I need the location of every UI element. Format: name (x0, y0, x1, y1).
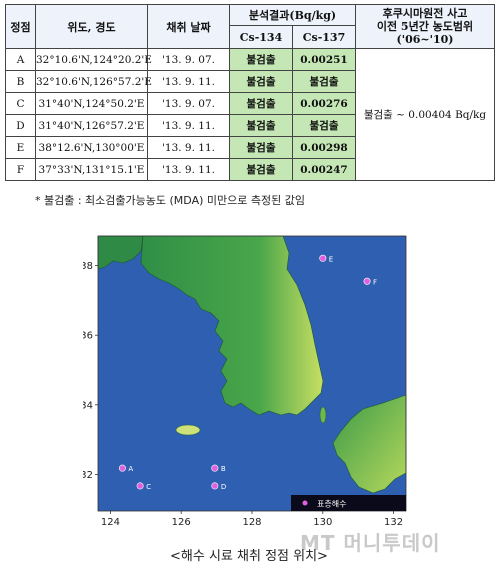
header-station: 정점 (5, 4, 36, 49)
cs134-cell: 불검출 (229, 158, 293, 181)
y-tick-label: 32 (83, 470, 93, 481)
station-cell: E (5, 136, 36, 159)
cs134-cell: 불검출 (229, 70, 293, 93)
station-marker-d (211, 482, 219, 490)
station-map: 표층해수 38 36 34 32 124 126 128 130 132 A B C D E F (83, 233, 411, 533)
header-range-line3: ('06~'10) (396, 33, 454, 46)
latlon-cell: 37°33'N,131°15.1'E (35, 158, 148, 181)
station-cell: B (5, 70, 36, 93)
station-label-c: C (146, 483, 151, 491)
station-label-a: A (128, 465, 133, 473)
station-label-b: B (221, 465, 226, 473)
date-cell: '13. 9. 07. (147, 48, 230, 71)
cs134-cell: 불검출 (229, 48, 293, 71)
date-cell: '13. 9. 11. (147, 158, 230, 181)
x-tick-label: 128 (242, 517, 261, 528)
cs137-cell: 0.00247 (292, 158, 356, 181)
station-label-e: E (329, 255, 333, 263)
japan-landmass (332, 394, 407, 494)
x-tick-label: 126 (172, 517, 191, 528)
station-marker-c (136, 482, 144, 490)
cs134-cell: 불검출 (229, 136, 293, 159)
station-marker-b (211, 464, 219, 472)
header-range: 후쿠시마원전 사고 이전 5년간 농도범위 ('06~'10) (355, 4, 495, 49)
watermark: MT 머니투데이 (300, 531, 441, 555)
station-marker-e (319, 254, 327, 262)
cs137-cell: 불검출 (292, 70, 356, 93)
legend-label: 표층해수 (317, 499, 346, 509)
date-cell: '13. 9. 11. (147, 70, 230, 93)
jeju-island (175, 424, 201, 436)
cs137-cell: 0.00276 (292, 92, 356, 115)
cs137-cell: 불검출 (292, 114, 356, 137)
x-tick-label: 130 (313, 517, 332, 528)
cs137-cell: 0.00298 (292, 136, 356, 159)
station-marker-a (118, 464, 126, 472)
china-coast (97, 235, 144, 270)
date-cell: '13. 9. 07. (147, 92, 230, 115)
y-tick-label: 34 (83, 400, 93, 411)
header-cs137: Cs-137 (292, 25, 356, 49)
y-axis: 38 36 34 32 (83, 261, 98, 481)
legend-marker-icon (302, 500, 308, 506)
map-caption: <해수 시료 채취 정점 위치> (170, 549, 328, 564)
table-row: F 37°33'N,131°15.1'E '13. 9. 11. 불검출 0.0… (5, 158, 495, 181)
korea-landmass (140, 235, 324, 416)
y-tick-label: 38 (83, 261, 93, 272)
map-svg: 표층해수 38 36 34 32 124 126 128 130 132 A B C D E F (83, 235, 407, 528)
header-range-line2: 이전 5년간 농도범위 (376, 20, 474, 33)
station-cell: C (5, 92, 36, 115)
station-markers: A B C D E F (118, 254, 377, 491)
cs137-cell: 0.00251 (292, 48, 356, 71)
footnote: * 불검출 : 최소검출가능농도 (MDA) 미만으로 측정된 값임 (35, 194, 305, 207)
latlon-cell: 38°12.6'N,130°00'E (35, 136, 148, 159)
latlon-cell: 32°10.6'N,126°57.2'E (35, 70, 152, 93)
table-row: A 32°10.6'N,124°20.2'E '13. 9. 07. 불검출 0… (5, 48, 495, 181)
header-range-line1: 후쿠시마원전 사고 (382, 7, 468, 20)
date-cell: '13. 9. 11. (147, 114, 230, 137)
date-cell: '13. 9. 11. (147, 136, 230, 159)
header-date: 채취 날짜 (147, 4, 230, 49)
latlon-cell: 31°40'N,124°50.2'E (35, 92, 148, 115)
x-tick-label: 132 (384, 517, 403, 528)
cs134-cell: 불검출 (229, 92, 293, 115)
y-tick-label: 36 (83, 331, 93, 342)
station-label-f: F (373, 278, 377, 286)
latlon-cell: 31°40'N,126°57.2'E (35, 114, 148, 137)
tsushima-island (319, 406, 327, 424)
table-row: E 38°12.6'N,130°00'E '13. 9. 11. 불검출 0.0… (5, 136, 495, 159)
latlon-cell: 32°10.6'N,124°20.2'E (35, 48, 152, 71)
results-table: 정점 위도, 경도 채취 날짜 분석결과(Bq/kg) 후쿠시마원전 사고 이전… (5, 4, 495, 181)
legend-box (291, 495, 406, 511)
station-cell: A (5, 48, 36, 71)
station-cell: D (5, 114, 36, 137)
range-cell: 불검출 ~ 0.00404 Bq/kg (355, 48, 495, 181)
header-latlon: 위도, 경도 (35, 4, 148, 49)
x-axis: 124 126 128 130 132 (101, 511, 403, 528)
station-label-d: D (221, 483, 226, 491)
x-tick-label: 124 (101, 517, 120, 528)
cs134-cell: 불검출 (229, 114, 293, 137)
station-cell: F (5, 158, 36, 181)
header-cs134: Cs-134 (229, 25, 293, 49)
station-marker-f (363, 277, 371, 285)
header-result: 분석결과(Bq/kg) (229, 4, 356, 26)
